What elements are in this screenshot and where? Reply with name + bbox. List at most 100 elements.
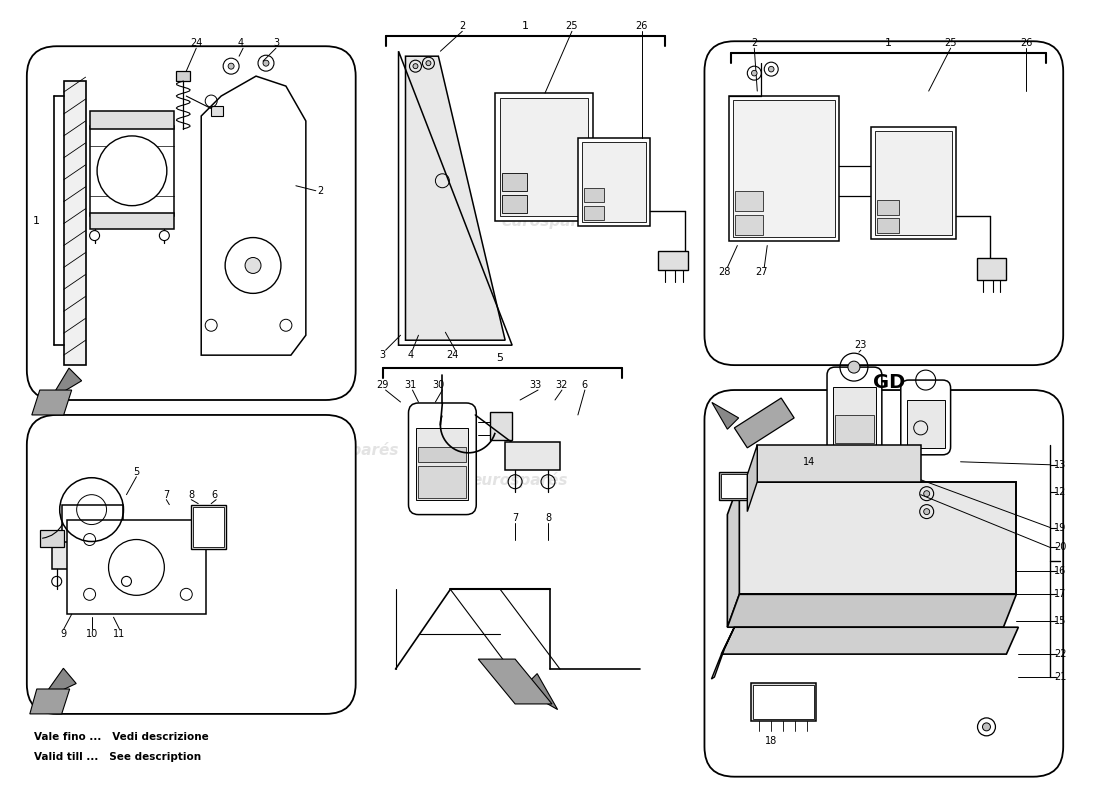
Bar (491, 412, 513, 440)
Circle shape (924, 509, 930, 514)
Bar (194, 506, 224, 547)
Text: eurosparés: eurosparés (502, 213, 598, 229)
Text: 10: 10 (86, 629, 98, 639)
Bar (503, 173, 527, 190)
Text: 20: 20 (1054, 542, 1066, 553)
Text: 25: 25 (945, 38, 957, 48)
Text: 28: 28 (718, 267, 730, 278)
FancyBboxPatch shape (26, 415, 355, 714)
Polygon shape (735, 398, 794, 448)
Bar (729, 96, 839, 241)
Polygon shape (722, 627, 1019, 654)
Bar (736, 214, 763, 234)
Polygon shape (757, 445, 921, 482)
Text: 8: 8 (188, 490, 195, 500)
Text: 4: 4 (407, 350, 414, 360)
Bar (191, 505, 227, 550)
Polygon shape (201, 76, 306, 355)
Circle shape (97, 136, 167, 206)
Text: 18: 18 (766, 736, 778, 746)
Bar (176, 71, 190, 81)
Bar (89, 213, 174, 229)
Text: 6: 6 (582, 380, 587, 390)
Text: 17: 17 (1054, 590, 1066, 599)
Bar (89, 126, 174, 216)
Text: 8: 8 (544, 513, 551, 522)
Circle shape (89, 230, 100, 241)
FancyBboxPatch shape (26, 46, 355, 400)
Circle shape (228, 63, 234, 69)
Text: 19: 19 (1054, 522, 1066, 533)
Polygon shape (50, 368, 81, 400)
Text: Valid till ...   See description: Valid till ... See description (34, 752, 201, 762)
Bar (211, 106, 223, 116)
Text: 30: 30 (432, 380, 444, 390)
Bar (500, 98, 587, 216)
Text: 31: 31 (405, 380, 417, 390)
Bar (67, 519, 206, 614)
Circle shape (263, 60, 270, 66)
Bar (734, 100, 835, 237)
Text: 2: 2 (751, 38, 758, 48)
Bar (52, 542, 136, 570)
FancyBboxPatch shape (901, 380, 950, 455)
Bar (578, 138, 650, 226)
Bar (64, 81, 86, 365)
Text: 1: 1 (521, 22, 529, 31)
Text: 7: 7 (512, 513, 518, 522)
Bar (62, 505, 123, 545)
Bar (582, 142, 646, 222)
Bar (418, 466, 466, 498)
Bar (877, 200, 899, 214)
Text: 27: 27 (755, 267, 768, 278)
Circle shape (769, 66, 774, 72)
Bar (754, 685, 814, 719)
Polygon shape (739, 482, 1016, 594)
Bar (40, 530, 64, 547)
Text: 6: 6 (211, 490, 217, 500)
Text: 4: 4 (238, 38, 244, 48)
Circle shape (226, 238, 280, 294)
Bar (874, 131, 952, 234)
Text: 5: 5 (497, 353, 504, 363)
Text: 2: 2 (459, 22, 465, 31)
Text: 3: 3 (379, 350, 386, 360)
Bar (418, 447, 466, 462)
Bar (89, 111, 174, 129)
Text: eurosparés: eurosparés (472, 472, 569, 488)
Text: 24: 24 (447, 350, 459, 360)
Bar (505, 442, 560, 470)
Bar (871, 127, 956, 238)
Text: 9: 9 (60, 629, 67, 639)
FancyBboxPatch shape (408, 403, 476, 514)
Text: 32: 32 (556, 380, 568, 390)
Circle shape (412, 64, 418, 69)
Polygon shape (727, 482, 739, 627)
Circle shape (924, 490, 930, 497)
Polygon shape (747, 445, 757, 512)
Text: 7: 7 (163, 490, 169, 500)
Bar (719, 472, 749, 500)
Text: 22: 22 (1054, 649, 1067, 659)
Polygon shape (712, 402, 739, 430)
Bar (495, 93, 593, 221)
Text: eurosparés: eurosparés (801, 213, 898, 229)
Bar (584, 188, 604, 202)
Bar (835, 415, 873, 443)
FancyBboxPatch shape (704, 390, 1064, 777)
Bar (906, 400, 945, 448)
Text: 3: 3 (273, 38, 279, 48)
Text: 5: 5 (133, 466, 140, 477)
Bar (877, 218, 899, 233)
Polygon shape (478, 659, 552, 704)
Bar (977, 258, 1007, 281)
Polygon shape (521, 674, 558, 710)
Text: eurosparés: eurosparés (302, 442, 399, 458)
Circle shape (982, 723, 990, 731)
Text: 2: 2 (318, 186, 323, 196)
Circle shape (160, 230, 169, 241)
Text: 11: 11 (113, 629, 125, 639)
Circle shape (751, 70, 757, 76)
Text: 12: 12 (1054, 486, 1066, 497)
Bar (736, 190, 763, 210)
